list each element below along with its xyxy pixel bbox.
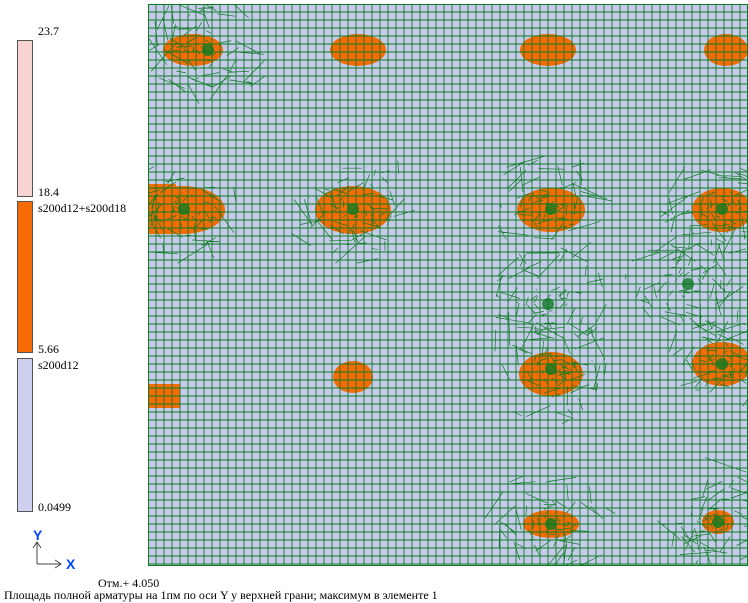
legend-range-label-low: s200d12: [38, 358, 79, 372]
reinforcement-zone: [704, 34, 748, 66]
plot-background: [148, 4, 748, 566]
column-node: [712, 516, 724, 528]
mesh-plot: [148, 4, 748, 566]
reinforcement-zone: [330, 34, 386, 66]
column-node: [682, 278, 694, 290]
legend-swatch-high: [17, 40, 33, 197]
column-node: [545, 518, 557, 530]
axis-y-label: Y: [33, 527, 43, 543]
column-node: [716, 203, 728, 215]
elevation-label: Отм.+ 4.050: [98, 576, 160, 590]
axis-x-label: X: [66, 556, 76, 572]
legend-range-label-mid: s200d12+s200d18: [38, 201, 127, 215]
mesh-grid: [148, 4, 748, 566]
color-legend: 23.7 18.4 s200d12+s200d18 5.66 s200d12 0…: [0, 0, 150, 560]
axis-indicator: Y X: [28, 527, 88, 572]
legend-tick-5: 5.66: [38, 342, 59, 356]
mesh-distortion: [148, 4, 748, 566]
caption: Площадь полной арматуры на 1пм по оси Y …: [4, 588, 438, 602]
column-node: [178, 203, 190, 215]
legend-tick-min: 0.0499: [38, 500, 71, 514]
legend-swatch-mid: [17, 201, 33, 353]
legend-tick-max: 23.7: [38, 24, 59, 38]
column-node: [202, 44, 214, 56]
column-node: [716, 358, 728, 370]
column-node: [545, 363, 557, 375]
column-node: [347, 203, 359, 215]
legend-tick-18: 18.4: [38, 185, 59, 199]
legend-swatch-low: [17, 358, 33, 512]
reinforcement-zone: [333, 361, 373, 393]
column-node: [545, 203, 557, 215]
column-node: [542, 298, 554, 310]
